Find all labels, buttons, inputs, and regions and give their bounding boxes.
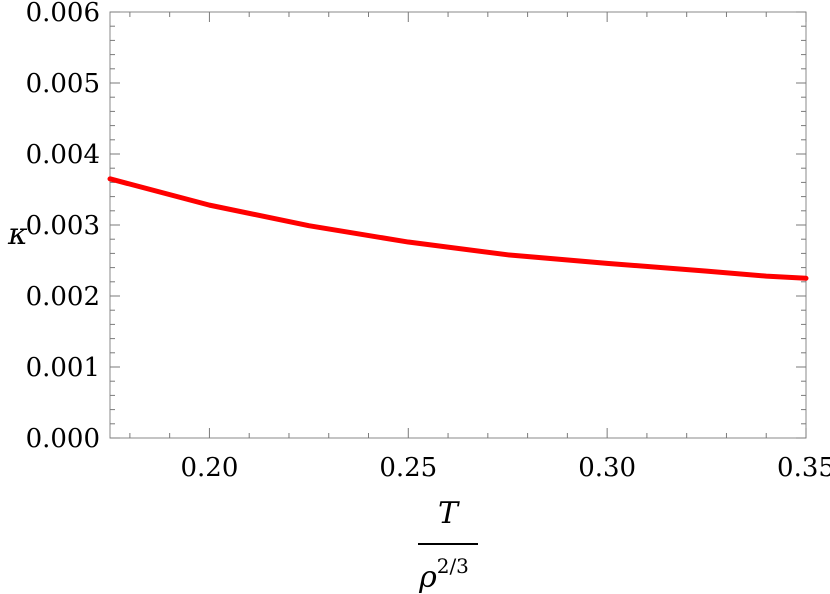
x-tick-label: 0.25 <box>379 453 437 483</box>
plot-frame <box>109 11 807 439</box>
x-axis-label-rho: ρ <box>418 560 437 594</box>
x-axis-label-exponent: 2/3 <box>437 554 469 578</box>
x-axis-label-denominator: ρ2/3 <box>418 554 469 594</box>
y-axis-label: κ <box>7 217 28 252</box>
y-tick-label: 0.006 <box>26 0 100 28</box>
y-tick-label: 0.005 <box>26 69 100 99</box>
x-axis-label-numerator: T <box>438 496 460 531</box>
y-tick-labels: 0.000 0.001 0.002 0.003 0.004 0.005 0.006 <box>26 0 100 454</box>
axis-ticks <box>110 11 807 439</box>
y-tick-label: 0.001 <box>26 353 100 383</box>
series-line <box>107 176 809 281</box>
y-tick-label: 0.002 <box>26 282 100 312</box>
x-tick-label: 0.30 <box>578 453 636 483</box>
x-tick-label: 0.20 <box>180 453 238 483</box>
x-axis-label: T ρ2/3 <box>418 496 478 594</box>
y-tick-label: 0.000 <box>26 424 100 454</box>
y-tick-label: 0.004 <box>26 140 100 170</box>
x-tick-label: 0.35 <box>777 453 830 483</box>
x-tick-labels: 0.20 0.25 0.30 0.35 <box>180 453 830 483</box>
series-group <box>107 176 809 281</box>
y-tick-label: 0.003 <box>26 211 100 241</box>
